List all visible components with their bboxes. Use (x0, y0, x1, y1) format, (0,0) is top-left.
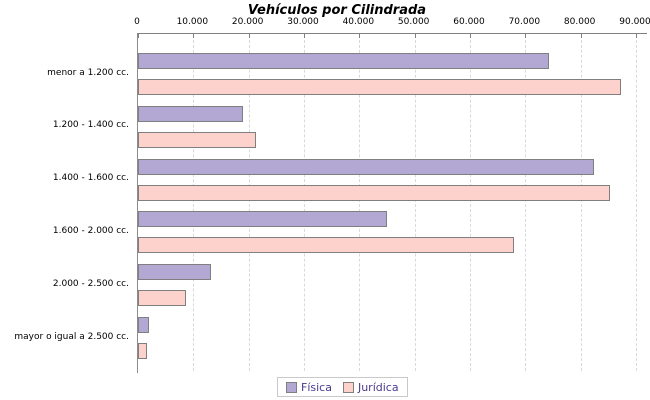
bar-juridica (138, 237, 514, 254)
fisica-swatch-icon (286, 381, 297, 393)
category-label: mayor o igual a 2.500 cc. (14, 331, 129, 342)
axis-tick (580, 34, 582, 38)
axis-tick (470, 34, 471, 38)
x-tick-label: 20.000 (231, 17, 264, 27)
bar-fisica (138, 317, 150, 333)
x-tick-label: 10.000 (176, 17, 209, 27)
x-tick-label: 30.000 (287, 17, 319, 27)
bar-fisica (138, 211, 387, 228)
axis-tick (414, 34, 416, 38)
x-tick-label: 90.000 (619, 17, 650, 27)
bar-fisica (138, 53, 550, 69)
gridline (580, 35, 582, 371)
bar-fisica (138, 158, 594, 175)
x-tick-label: 60.000 (453, 17, 485, 27)
category-label: 1.400 - 1.600 cc. (52, 173, 129, 184)
bar-juridica (138, 131, 257, 148)
category-axis-labels: menor a 1.200 cc. 1.200 - 1.400 cc. 1.400 … (0, 0, 133, 400)
axis-tick (193, 34, 195, 38)
legend-label-juridica: Jurídica (357, 380, 399, 394)
gridline (414, 35, 416, 371)
gridline (359, 35, 361, 371)
legend-item-juridica: Jurídica (342, 380, 399, 394)
category-label: menor a 1.200 cc. (47, 67, 129, 78)
x-axis-tick-labels: 0 10.000 20.000 30.000 40.000 50.000 60.000 70.… (134, 17, 650, 30)
x-tick-label: 50.000 (397, 17, 430, 27)
plot-area (137, 33, 647, 373)
gridline (636, 35, 637, 371)
chart-title: Vehículos por Cilindrada (247, 3, 427, 18)
x-tick-label: 0 (134, 17, 140, 27)
legend-item-fisica: Física (286, 381, 332, 394)
axis-tick (359, 34, 361, 38)
axis-tick (138, 34, 139, 38)
gridline (470, 35, 471, 371)
x-tick-label: 70.000 (508, 17, 541, 27)
category-label: 2.000 - 2.500 cc. (52, 278, 129, 289)
bar-fisica (138, 105, 243, 122)
legend: Física Jurídica (277, 377, 408, 397)
bar-juridica (138, 343, 147, 359)
category-label: 1.200 - 1.400 cc. (52, 120, 129, 131)
axis-tick (636, 34, 637, 38)
axis-tick (525, 34, 527, 38)
axis-tick (304, 34, 305, 38)
bar-juridica (138, 184, 611, 201)
x-tick-label: 40.000 (342, 17, 375, 27)
gridline (525, 35, 527, 371)
x-tick-label: 80.000 (563, 17, 596, 27)
axis-tick (248, 34, 250, 38)
bar-juridica (138, 79, 622, 95)
gridline (304, 35, 305, 371)
bar-fisica (138, 264, 211, 281)
category-label: 1.600 - 2.000 cc. (52, 225, 129, 236)
bar-juridica (138, 290, 186, 307)
juridica-swatch-icon (342, 381, 354, 393)
gridline (248, 35, 250, 371)
gridline (193, 35, 195, 371)
legend-label-fisica: Física (301, 380, 332, 394)
